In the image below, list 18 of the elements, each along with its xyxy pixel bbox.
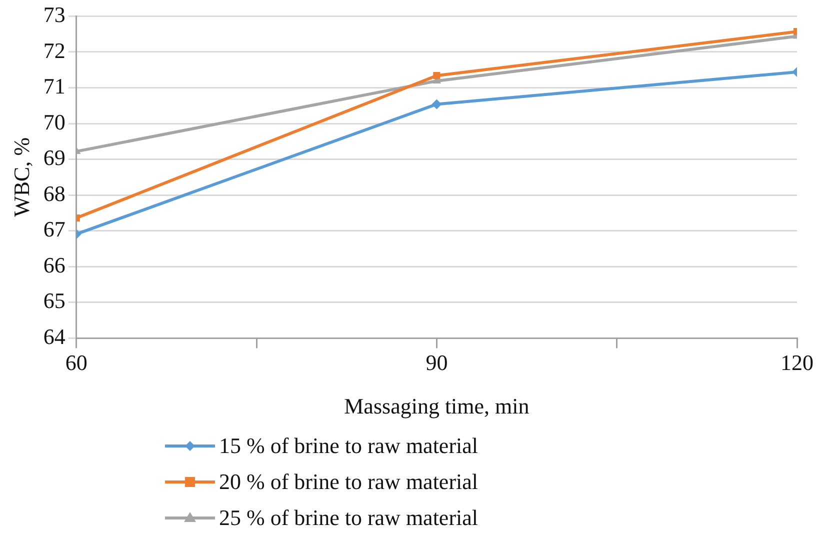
- y-axis-title: WBC, %: [8, 137, 34, 217]
- x-tick-label: 60: [65, 350, 88, 376]
- y-tick-label: 64: [43, 324, 66, 349]
- y-tick-label: 72: [43, 38, 66, 63]
- x-axis-title: Massaging time, min: [344, 394, 530, 419]
- x-tick-label: 90: [426, 350, 448, 376]
- legend-label: 25 % of brine to raw material: [219, 504, 478, 532]
- y-tick-label: 69: [43, 145, 66, 170]
- y-tick-label: 65: [43, 288, 66, 314]
- y-tick-label: 71: [43, 74, 66, 99]
- y-tick-label: 68: [43, 180, 66, 206]
- legend-label: 15 % of brine to raw material: [219, 432, 478, 460]
- y-tick-label: 66: [43, 252, 66, 278]
- y-tick-label: 73: [43, 2, 66, 27]
- y-tick-label: 67: [43, 216, 66, 242]
- y-tick-label: 70: [43, 109, 66, 134]
- x-tick-label: 120: [780, 350, 814, 376]
- legend-label: 20 % of brine to raw material: [219, 468, 478, 496]
